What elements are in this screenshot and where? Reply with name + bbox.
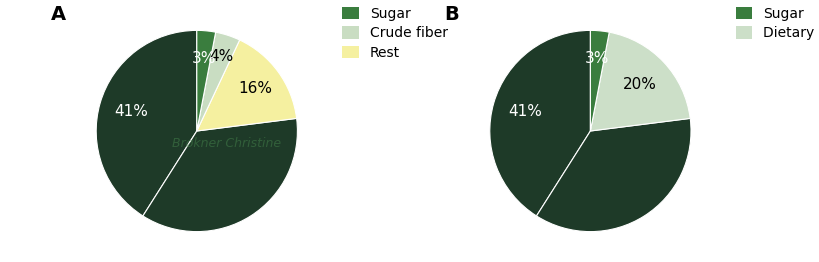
Text: 41%: 41%	[507, 105, 541, 119]
Text: A: A	[51, 5, 66, 24]
Wedge shape	[143, 118, 297, 232]
Wedge shape	[489, 30, 590, 216]
Wedge shape	[197, 40, 296, 131]
Text: 20%: 20%	[622, 77, 656, 92]
Text: 41%: 41%	[114, 105, 148, 119]
Text: Brøkner Christine: Brøkner Christine	[172, 137, 281, 150]
Text: 4%: 4%	[209, 49, 233, 64]
Wedge shape	[96, 30, 197, 216]
Wedge shape	[197, 32, 239, 131]
Legend: Starch, Sugar, Crude fiber, Rest: Starch, Sugar, Crude fiber, Rest	[342, 0, 447, 60]
Wedge shape	[590, 30, 609, 131]
Wedge shape	[536, 118, 690, 232]
Wedge shape	[590, 32, 690, 131]
Legend: Starch, Sugar, Dietary fiber: Starch, Sugar, Dietary fiber	[735, 0, 819, 40]
Text: 16%: 16%	[238, 81, 272, 96]
Text: B: B	[444, 5, 459, 24]
Text: 3%: 3%	[584, 51, 609, 66]
Text: 3%: 3%	[191, 51, 215, 66]
Wedge shape	[197, 30, 215, 131]
